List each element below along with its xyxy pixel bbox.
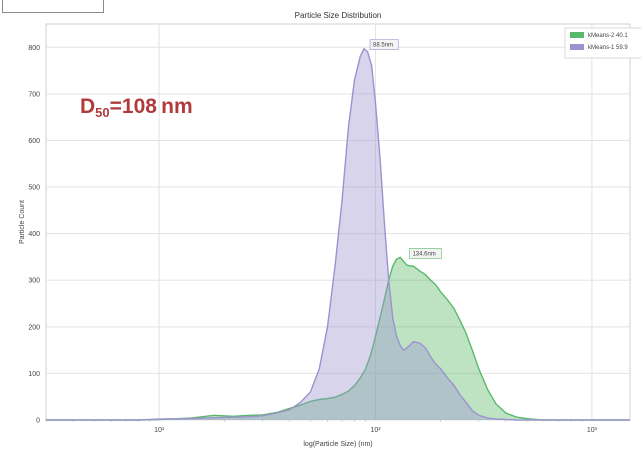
- x-axis-label: log(Particle Size) (nm): [303, 441, 372, 448]
- chart-title: Particle Size Distribution: [295, 11, 382, 20]
- d50-subscript: 50: [95, 105, 110, 120]
- peak-label: 134.6nm: [412, 251, 435, 257]
- x-tick-label: 10¹: [154, 427, 165, 434]
- y-tick-label: 100: [28, 371, 40, 378]
- y-tick-label: 800: [28, 45, 40, 52]
- series-line-2: [46, 47, 630, 421]
- x-tick-label: 10²: [370, 427, 381, 434]
- series-area-2: [46, 48, 630, 420]
- legend-swatch-1: [570, 32, 584, 38]
- y-tick-label: 500: [28, 185, 40, 192]
- d50-symbol: D: [80, 95, 96, 118]
- peak-label-box: [409, 248, 442, 259]
- peak-label-box: [369, 39, 399, 50]
- y-axis-label: Particle Count: [19, 200, 26, 244]
- y-tick-label: 200: [28, 324, 40, 331]
- legend-swatch-2: [570, 44, 584, 50]
- window-tab: [2, 0, 104, 13]
- y-tick-label: 600: [28, 138, 40, 145]
- y-tick-label: 0: [36, 418, 40, 425]
- y-tick-label: 300: [28, 278, 40, 285]
- legend-label-2: kMeans-1 59.9: [588, 45, 628, 51]
- legend-label-1: kMeans-2 40.1: [588, 33, 628, 39]
- y-tick-label: 700: [28, 91, 40, 98]
- peak-label: 88.5nm: [373, 43, 393, 49]
- d50-value: =108 nm: [109, 95, 193, 118]
- y-tick-label: 400: [28, 231, 40, 238]
- d50-annotation: D50=108 nm: [80, 95, 193, 120]
- x-tick-label: 10³: [587, 427, 598, 434]
- plot-area: [45, 23, 631, 421]
